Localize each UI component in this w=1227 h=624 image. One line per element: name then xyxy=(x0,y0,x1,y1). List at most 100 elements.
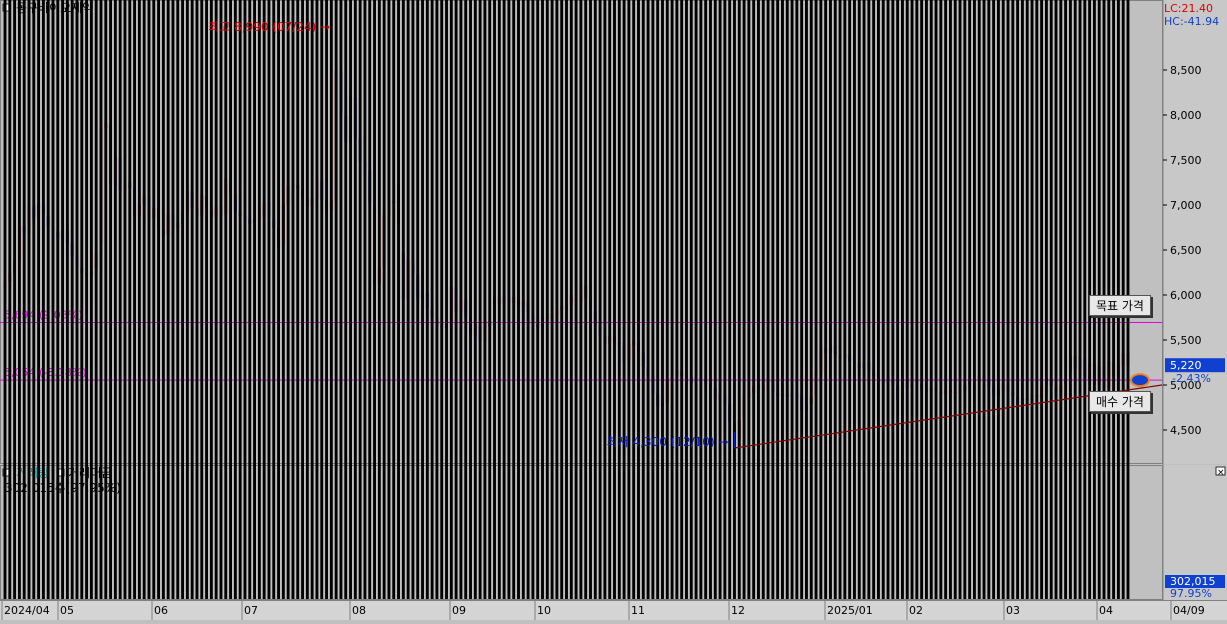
volume-bar-body xyxy=(181,0,185,599)
volume-bar-body xyxy=(728,0,732,599)
volume-bar xyxy=(896,0,900,599)
volume-bar xyxy=(377,0,381,599)
volume-bar xyxy=(1016,0,1020,599)
volume-bar xyxy=(569,0,573,599)
volume-bar-body xyxy=(430,0,434,599)
volume-bar xyxy=(123,0,127,599)
volume-bar xyxy=(80,0,84,599)
volume-bar xyxy=(397,0,400,599)
volume-bar-body xyxy=(8,0,12,599)
volume-bar xyxy=(713,0,717,599)
volume-bar xyxy=(181,0,185,599)
volume-bar xyxy=(205,0,209,599)
volume-bar-body xyxy=(80,0,84,599)
date-tick-label: 2024/04 xyxy=(4,604,50,617)
volume-bar-body xyxy=(301,0,304,599)
volume-bar-body xyxy=(838,0,842,599)
volume-bar-body xyxy=(344,0,348,599)
volume-bar xyxy=(37,0,41,599)
volume-bar xyxy=(752,0,756,599)
volume-bar xyxy=(521,0,525,599)
volume-bar xyxy=(987,0,991,599)
lower-line-label: 5,054 (-3.18%) xyxy=(4,366,86,379)
volume-bar xyxy=(334,0,338,599)
volume-bar xyxy=(195,0,199,599)
date-tick-label: 05 xyxy=(60,604,74,617)
volume-bar xyxy=(109,0,113,599)
volume-bar-body xyxy=(627,0,631,599)
volume-bar xyxy=(829,0,832,599)
volume-bar xyxy=(1064,0,1068,599)
buy-price-label[interactable]: 매수 가격 xyxy=(1089,391,1151,412)
volume-bar xyxy=(257,0,261,599)
volume-bar xyxy=(593,0,597,599)
volume-bar xyxy=(862,0,866,599)
date-tick-label: 2025/01 xyxy=(827,604,873,617)
volume-bar xyxy=(886,0,890,599)
volume-bar xyxy=(128,0,132,599)
volume-bar-body xyxy=(1044,0,1048,599)
volume-bar xyxy=(157,0,161,599)
high-annotation: 최고 8,990 (07/24) → xyxy=(208,20,330,34)
volume-bar-body xyxy=(205,0,209,599)
volume-bar xyxy=(478,0,482,599)
volume-bar xyxy=(502,0,506,599)
volume-bar-body xyxy=(656,0,660,599)
volume-bar-body xyxy=(795,0,799,599)
volume-bar-body xyxy=(113,0,117,599)
volume-bar xyxy=(315,0,319,599)
volume-bar xyxy=(320,0,324,599)
volume-bar-body xyxy=(243,0,247,599)
volume-bar xyxy=(435,0,439,599)
volume-bar-body xyxy=(185,0,189,599)
volume-bar xyxy=(267,0,271,599)
volume-bar-body xyxy=(70,0,74,599)
volume-bar xyxy=(814,0,818,599)
volume-bar xyxy=(848,0,852,599)
volume-bar-body xyxy=(521,0,525,599)
volume-bar xyxy=(550,0,554,599)
volume-bar xyxy=(608,0,612,599)
target-price-label[interactable]: 목표 가격 xyxy=(1089,295,1151,316)
close-icon[interactable]: × xyxy=(1217,468,1225,478)
volume-bar-body xyxy=(238,0,242,599)
volume-bar-body xyxy=(89,0,93,599)
volume-bar xyxy=(857,0,861,599)
volume-bar-body xyxy=(267,0,271,599)
volume-bar-body xyxy=(963,0,967,599)
price-tick-label: 6,500 xyxy=(1170,244,1202,257)
volume-bar-body xyxy=(877,0,880,599)
volume-bar xyxy=(1025,0,1029,599)
volume-bar-body xyxy=(1020,0,1024,599)
volume-bar-body xyxy=(805,0,808,599)
volume-bar-body xyxy=(209,0,213,599)
volume-bar xyxy=(603,0,607,599)
volume-bar-body xyxy=(281,0,285,599)
volume-bar-body xyxy=(819,0,823,599)
volume-bar xyxy=(824,0,828,599)
volume-bar xyxy=(944,0,948,599)
volume-bar-body xyxy=(502,0,506,599)
date-axis xyxy=(0,600,1227,620)
volume-bar-body xyxy=(507,0,511,599)
volume-bar xyxy=(99,0,103,599)
volume-bar-body xyxy=(891,0,895,599)
volume-bar-body xyxy=(214,0,218,599)
volume-bar-body xyxy=(905,0,909,599)
volume-bar-body xyxy=(368,0,372,599)
volume-bar xyxy=(459,0,463,599)
volume-bars xyxy=(3,0,1130,599)
volume-bar-body xyxy=(123,0,127,599)
volume-bar xyxy=(953,0,957,599)
volume-bar-body xyxy=(1025,0,1029,599)
volume-bar xyxy=(512,0,516,599)
volume-bar xyxy=(1040,0,1044,599)
volume-bar xyxy=(526,0,530,599)
volume-bar xyxy=(171,0,175,599)
volume-bar-body xyxy=(27,0,31,599)
volume-bar-body xyxy=(550,0,554,599)
volume-bar xyxy=(1083,0,1087,599)
volume-bar xyxy=(656,0,660,599)
volume-bar xyxy=(497,0,501,599)
